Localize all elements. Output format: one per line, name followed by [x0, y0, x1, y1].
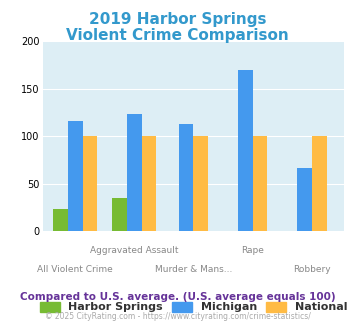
Text: Murder & Mans...: Murder & Mans... [155, 265, 232, 274]
Bar [179, 124, 193, 231]
Bar [297, 168, 312, 231]
Bar [253, 136, 267, 231]
Bar [142, 136, 157, 231]
Bar [53, 209, 68, 231]
Bar [312, 136, 327, 231]
Text: Compared to U.S. average. (U.S. average equals 100): Compared to U.S. average. (U.S. average … [20, 292, 335, 302]
Text: © 2025 CityRating.com - https://www.cityrating.com/crime-statistics/: © 2025 CityRating.com - https://www.city… [45, 312, 310, 321]
Text: All Violent Crime: All Violent Crime [37, 265, 113, 274]
Bar [112, 198, 127, 231]
Bar [68, 121, 83, 231]
Text: 2019 Harbor Springs: 2019 Harbor Springs [89, 12, 266, 26]
Bar [82, 136, 97, 231]
Text: Rape: Rape [241, 246, 264, 255]
Text: Aggravated Assault: Aggravated Assault [90, 246, 179, 255]
Bar [193, 136, 208, 231]
Legend: Harbor Springs, Michigan, National: Harbor Springs, Michigan, National [35, 297, 352, 317]
Text: Robbery: Robbery [293, 265, 331, 274]
Text: Violent Crime Comparison: Violent Crime Comparison [66, 28, 289, 43]
Bar [127, 114, 142, 231]
Bar [238, 70, 253, 231]
